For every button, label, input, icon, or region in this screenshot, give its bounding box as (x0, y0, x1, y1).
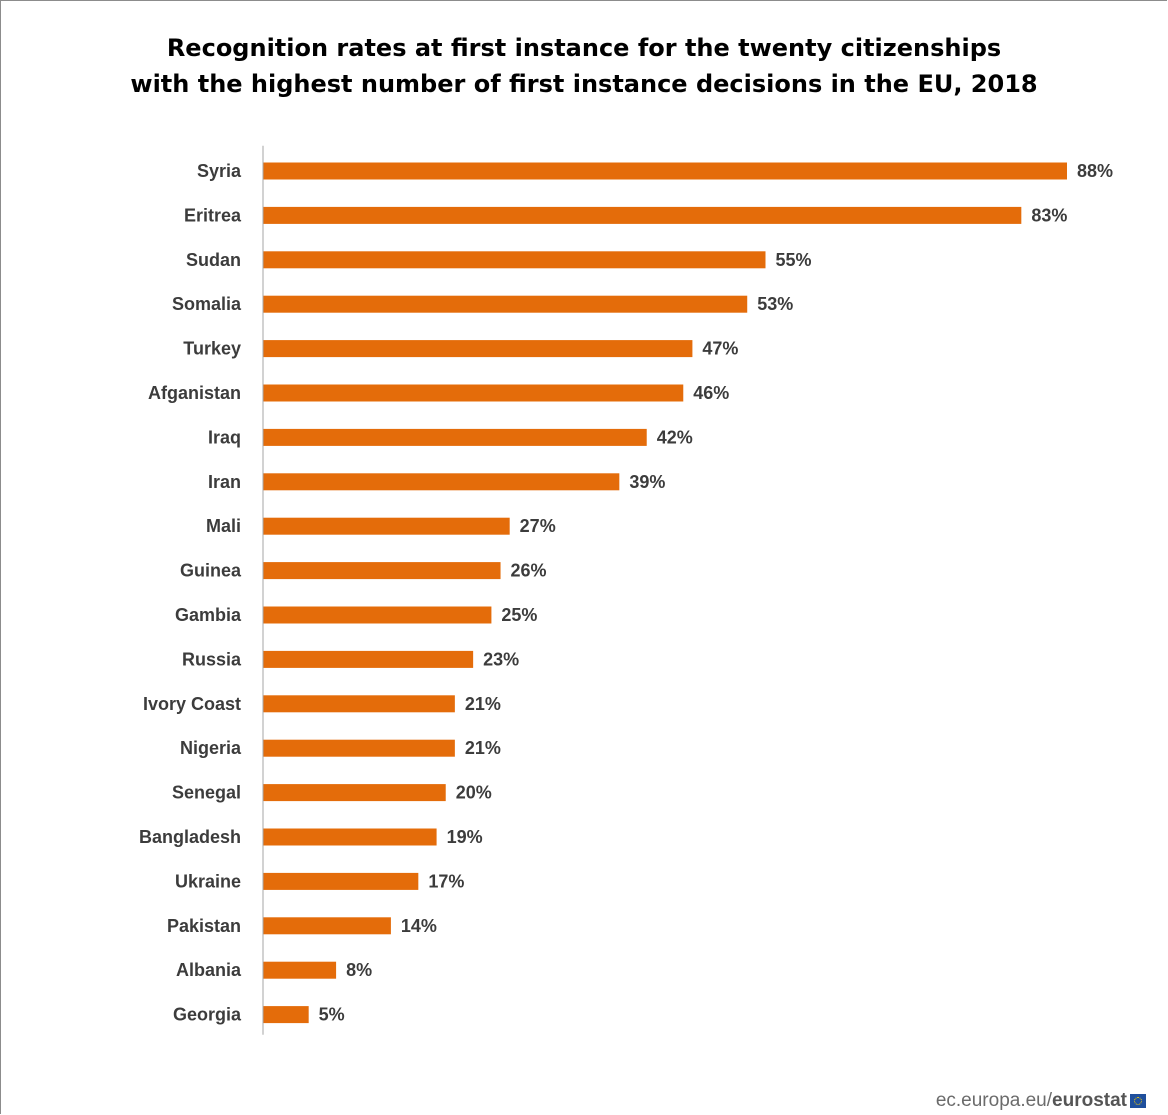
footer-site: ec.europa.eu/ (935, 1090, 1053, 1111)
category-label: Iran (208, 472, 241, 492)
category-label: Mali (206, 516, 241, 536)
category-label: Iraq (208, 427, 241, 447)
value-label: 21% (465, 694, 501, 714)
category-label: Gambia (175, 605, 242, 625)
eu-flag-icon (1130, 1094, 1146, 1108)
value-label: 27% (520, 516, 556, 536)
bar-ivory-coast (263, 695, 455, 713)
value-label: 47% (702, 339, 738, 359)
category-label: Turkey (183, 339, 241, 359)
bar-syria (263, 162, 1067, 180)
value-label: 20% (456, 783, 492, 803)
bar-pakistan (263, 917, 391, 935)
bar-senegal (263, 784, 446, 802)
category-label: Eritrea (184, 205, 242, 225)
bar-turkey (263, 340, 693, 358)
category-label: Russia (182, 649, 242, 669)
value-label: 21% (465, 738, 501, 758)
category-label: Ivory Coast (143, 694, 241, 714)
category-label: Syria (197, 161, 242, 181)
value-label: 26% (511, 561, 547, 581)
bar-ukraine (263, 872, 419, 890)
bar-albania (263, 961, 337, 979)
bar-iran (263, 473, 620, 491)
value-label: 46% (693, 383, 729, 403)
category-label: Pakistan (167, 916, 241, 936)
value-label: 14% (401, 916, 437, 936)
value-label: 42% (657, 427, 693, 447)
chart-title-line-2: with the highest number of first instanc… (130, 70, 1038, 98)
value-label: 25% (501, 605, 537, 625)
value-label: 5% (319, 1005, 345, 1025)
bar-guinea (263, 562, 501, 580)
category-label: Albania (176, 960, 242, 980)
bar-nigeria (263, 739, 455, 757)
value-label: 53% (757, 294, 793, 314)
bar-russia (263, 650, 474, 668)
category-label: Afganistan (148, 383, 241, 403)
bars-layer: Syria 88% Eritrea 83% Sudan 55% Somalia 53% Turk… (139, 161, 1113, 1025)
bar-bangladesh (263, 828, 437, 846)
value-label: 39% (629, 472, 665, 492)
bar-georgia (263, 1006, 309, 1024)
bar-mali (263, 517, 510, 535)
value-label: 83% (1031, 205, 1067, 225)
category-label: Somalia (172, 294, 242, 314)
bar-eritrea (263, 206, 1022, 224)
footer-brand[interactable]: eurostat (1052, 1090, 1127, 1111)
category-label: Bangladesh (139, 827, 241, 847)
bar-gambia (263, 606, 492, 624)
bar-iraq (263, 428, 647, 446)
value-label: 17% (428, 871, 464, 891)
category-label: Nigeria (180, 738, 242, 758)
category-label: Senegal (172, 783, 241, 803)
value-label: 19% (447, 827, 483, 847)
category-label: Georgia (173, 1005, 242, 1025)
bar-sudan (263, 251, 766, 269)
bar-somalia (263, 295, 748, 313)
bar-afganistan (263, 384, 684, 402)
value-label: 8% (346, 960, 372, 980)
value-label: 88% (1077, 161, 1113, 181)
bar-chart: Syria 88% Eritrea 83% Sudan 55% Somalia 53% Turk… (139, 145, 1113, 1035)
footer: ec.europa.eu/ eurostat (936, 1090, 1146, 1112)
category-label: Ukraine (175, 871, 241, 891)
value-label: 23% (483, 649, 519, 669)
category-label: Sudan (186, 250, 241, 270)
category-label: Guinea (180, 561, 242, 581)
value-label: 55% (776, 250, 812, 270)
chart-title-line-1: Recognition rates at first instance for … (166, 34, 1002, 62)
chart-title: Recognition rates at first instance for … (0, 30, 1168, 102)
